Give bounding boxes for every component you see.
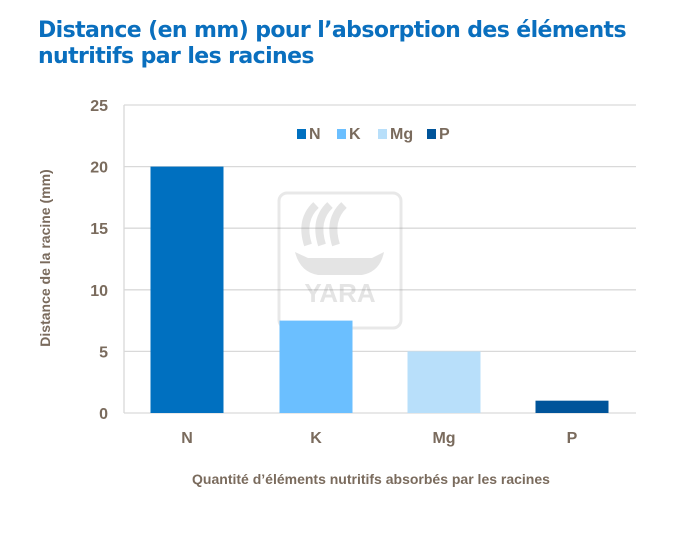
legend-swatch [297,129,306,139]
x-tick-label: Mg [432,430,455,447]
chart-title: Distance (en mm) pour l’absorption des é… [38,18,627,69]
y-tick-label: 25 [90,98,108,115]
x-tick-label: N [181,430,193,447]
x-tick-label: K [310,430,322,447]
bar-p [535,400,609,413]
legend-item-mg: Mg [378,126,413,143]
legend-swatch [427,129,436,139]
legend-swatch [337,129,346,139]
legend-label: P [439,126,450,143]
legend-label: Mg [390,126,413,143]
svg-text:YARA: YARA [304,278,376,308]
bar-k [279,320,353,413]
legend-item-p: P [427,126,450,143]
legend-swatch [378,129,387,139]
y-tick-label: 20 [90,160,108,177]
bar-n [150,166,224,413]
legend-item-n: N [297,126,321,143]
y-tick-label: 15 [90,221,108,238]
x-axis-label: Quantité d’éléments nutritifs absorbés p… [192,471,550,487]
y-tick-label: 0 [99,406,108,423]
x-tick-label: P [567,430,578,447]
bar-mg [407,351,481,413]
legend-label: K [349,126,361,143]
yara-logo-watermark: YARA [277,191,403,330]
y-tick-label: 5 [99,344,108,361]
y-tick-label: 10 [90,283,108,300]
legend-label: N [309,126,321,143]
y-axis-label: Distance de la racine (mm) [37,169,53,346]
legend-item-k: K [337,126,361,143]
